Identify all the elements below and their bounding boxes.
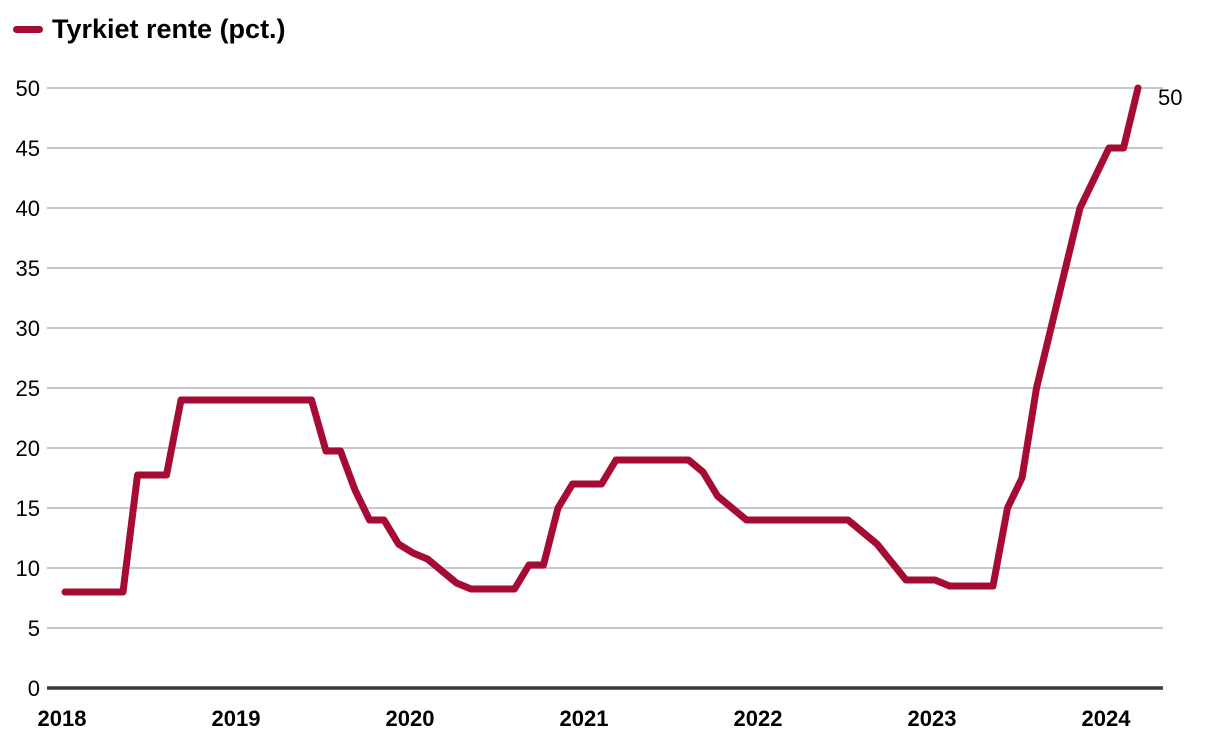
y-axis-tick-label: 20 [16,436,40,461]
x-axis-tick-label: 2019 [212,706,261,731]
y-axis-tick-label: 35 [16,256,40,281]
y-axis-tick-label: 30 [16,316,40,341]
y-axis-tick-label: 10 [16,556,40,581]
rate-line [61,84,1142,596]
end-value-label: 50 [1158,85,1182,110]
legend-line-swatch [13,26,43,33]
y-axis-tick-label: 50 [16,76,40,101]
legend-label: Tyrkiet rente (pct.) [52,14,286,44]
y-axis-tick-label: 45 [16,136,40,161]
x-axis-tick-label: 2022 [734,706,783,731]
y-axis-tick-label: 25 [16,376,40,401]
x-axis-tick-label: 2018 [38,706,87,731]
y-axis-tick-label: 15 [16,496,40,521]
y-axis-tick-label: 0 [28,676,40,701]
x-axis-tick-label: 2023 [908,706,957,731]
x-axis-tick-label: 2021 [560,706,609,731]
x-axis-tick-label: 2024 [1082,706,1132,731]
y-axis-tick-label: 40 [16,196,40,221]
legend: Tyrkiet rente (pct.) [13,14,286,45]
x-axis-tick-label: 2020 [386,706,435,731]
y-axis-tick-label: 5 [28,616,40,641]
